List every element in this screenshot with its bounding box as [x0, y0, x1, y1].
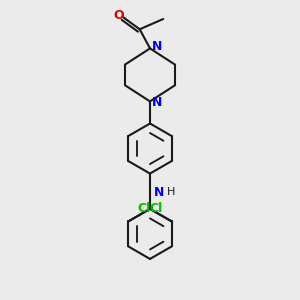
Text: N: N	[152, 96, 163, 110]
Text: H: H	[167, 187, 176, 197]
Text: Cl: Cl	[138, 202, 151, 215]
Text: Cl: Cl	[149, 202, 162, 215]
Text: N: N	[152, 40, 163, 53]
Text: O: O	[114, 9, 124, 22]
Text: N: N	[154, 186, 164, 199]
